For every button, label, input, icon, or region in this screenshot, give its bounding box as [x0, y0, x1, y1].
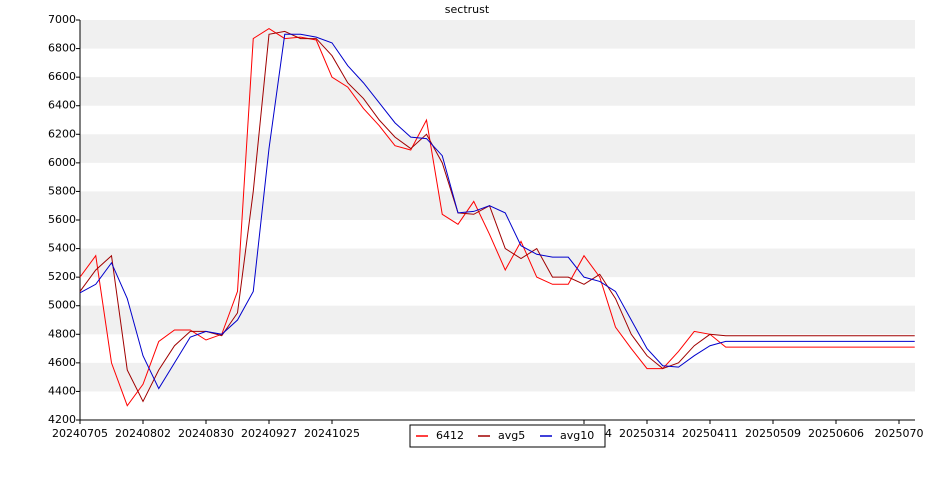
y-tick-label: 5800 — [48, 184, 76, 197]
legend: 6412 avg5 avg10 — [409, 424, 606, 448]
y-tick-label: 6600 — [48, 70, 76, 83]
y-tick-label: 6800 — [48, 42, 76, 55]
y-tick-label: 5200 — [48, 270, 76, 283]
y-tick-label: 5600 — [48, 213, 76, 226]
grid-band — [80, 77, 915, 106]
grid-band — [80, 191, 915, 220]
y-tick-label: 4600 — [48, 356, 76, 369]
y-tick-label: 4800 — [48, 327, 76, 340]
chart-title: sectrust — [445, 3, 490, 16]
y-tick-label: 6400 — [48, 99, 76, 112]
x-tick-label: 20240927 — [241, 427, 297, 440]
grid-band — [80, 305, 915, 335]
x-tick-label: 20250509 — [745, 427, 801, 440]
grid-band — [80, 134, 915, 163]
legend-label: 6412 — [436, 429, 464, 442]
legend-label: avg5 — [498, 429, 525, 442]
x-tick-label: 20250606 — [808, 427, 864, 440]
series-line — [79, 33, 915, 390]
y-tick-label: 4200 — [48, 413, 76, 426]
x-tick-label: 20240802 — [115, 427, 171, 440]
x-tick-label: 20250411 — [682, 427, 738, 440]
y-tick-label: 7000 — [48, 13, 76, 26]
grid-band — [80, 362, 915, 392]
legend-label: avg10 — [560, 429, 594, 442]
y-tick-label: 5000 — [48, 299, 76, 312]
grid-band — [80, 20, 915, 49]
y-tick-label: 4400 — [48, 384, 76, 397]
y-tick-label: 5400 — [48, 242, 76, 255]
y-tick-label: 6200 — [48, 127, 76, 140]
x-tick-label: 20240830 — [178, 427, 234, 440]
x-tick-label: 2025070 — [875, 427, 924, 440]
x-tick-label: 20241025 — [304, 427, 360, 440]
series-line — [79, 30, 915, 403]
x-tick-label: 20250314 — [619, 427, 675, 440]
y-tick-label: 6000 — [48, 156, 76, 169]
legend-box — [409, 424, 606, 448]
x-tick-label: 20240705 — [52, 427, 108, 440]
